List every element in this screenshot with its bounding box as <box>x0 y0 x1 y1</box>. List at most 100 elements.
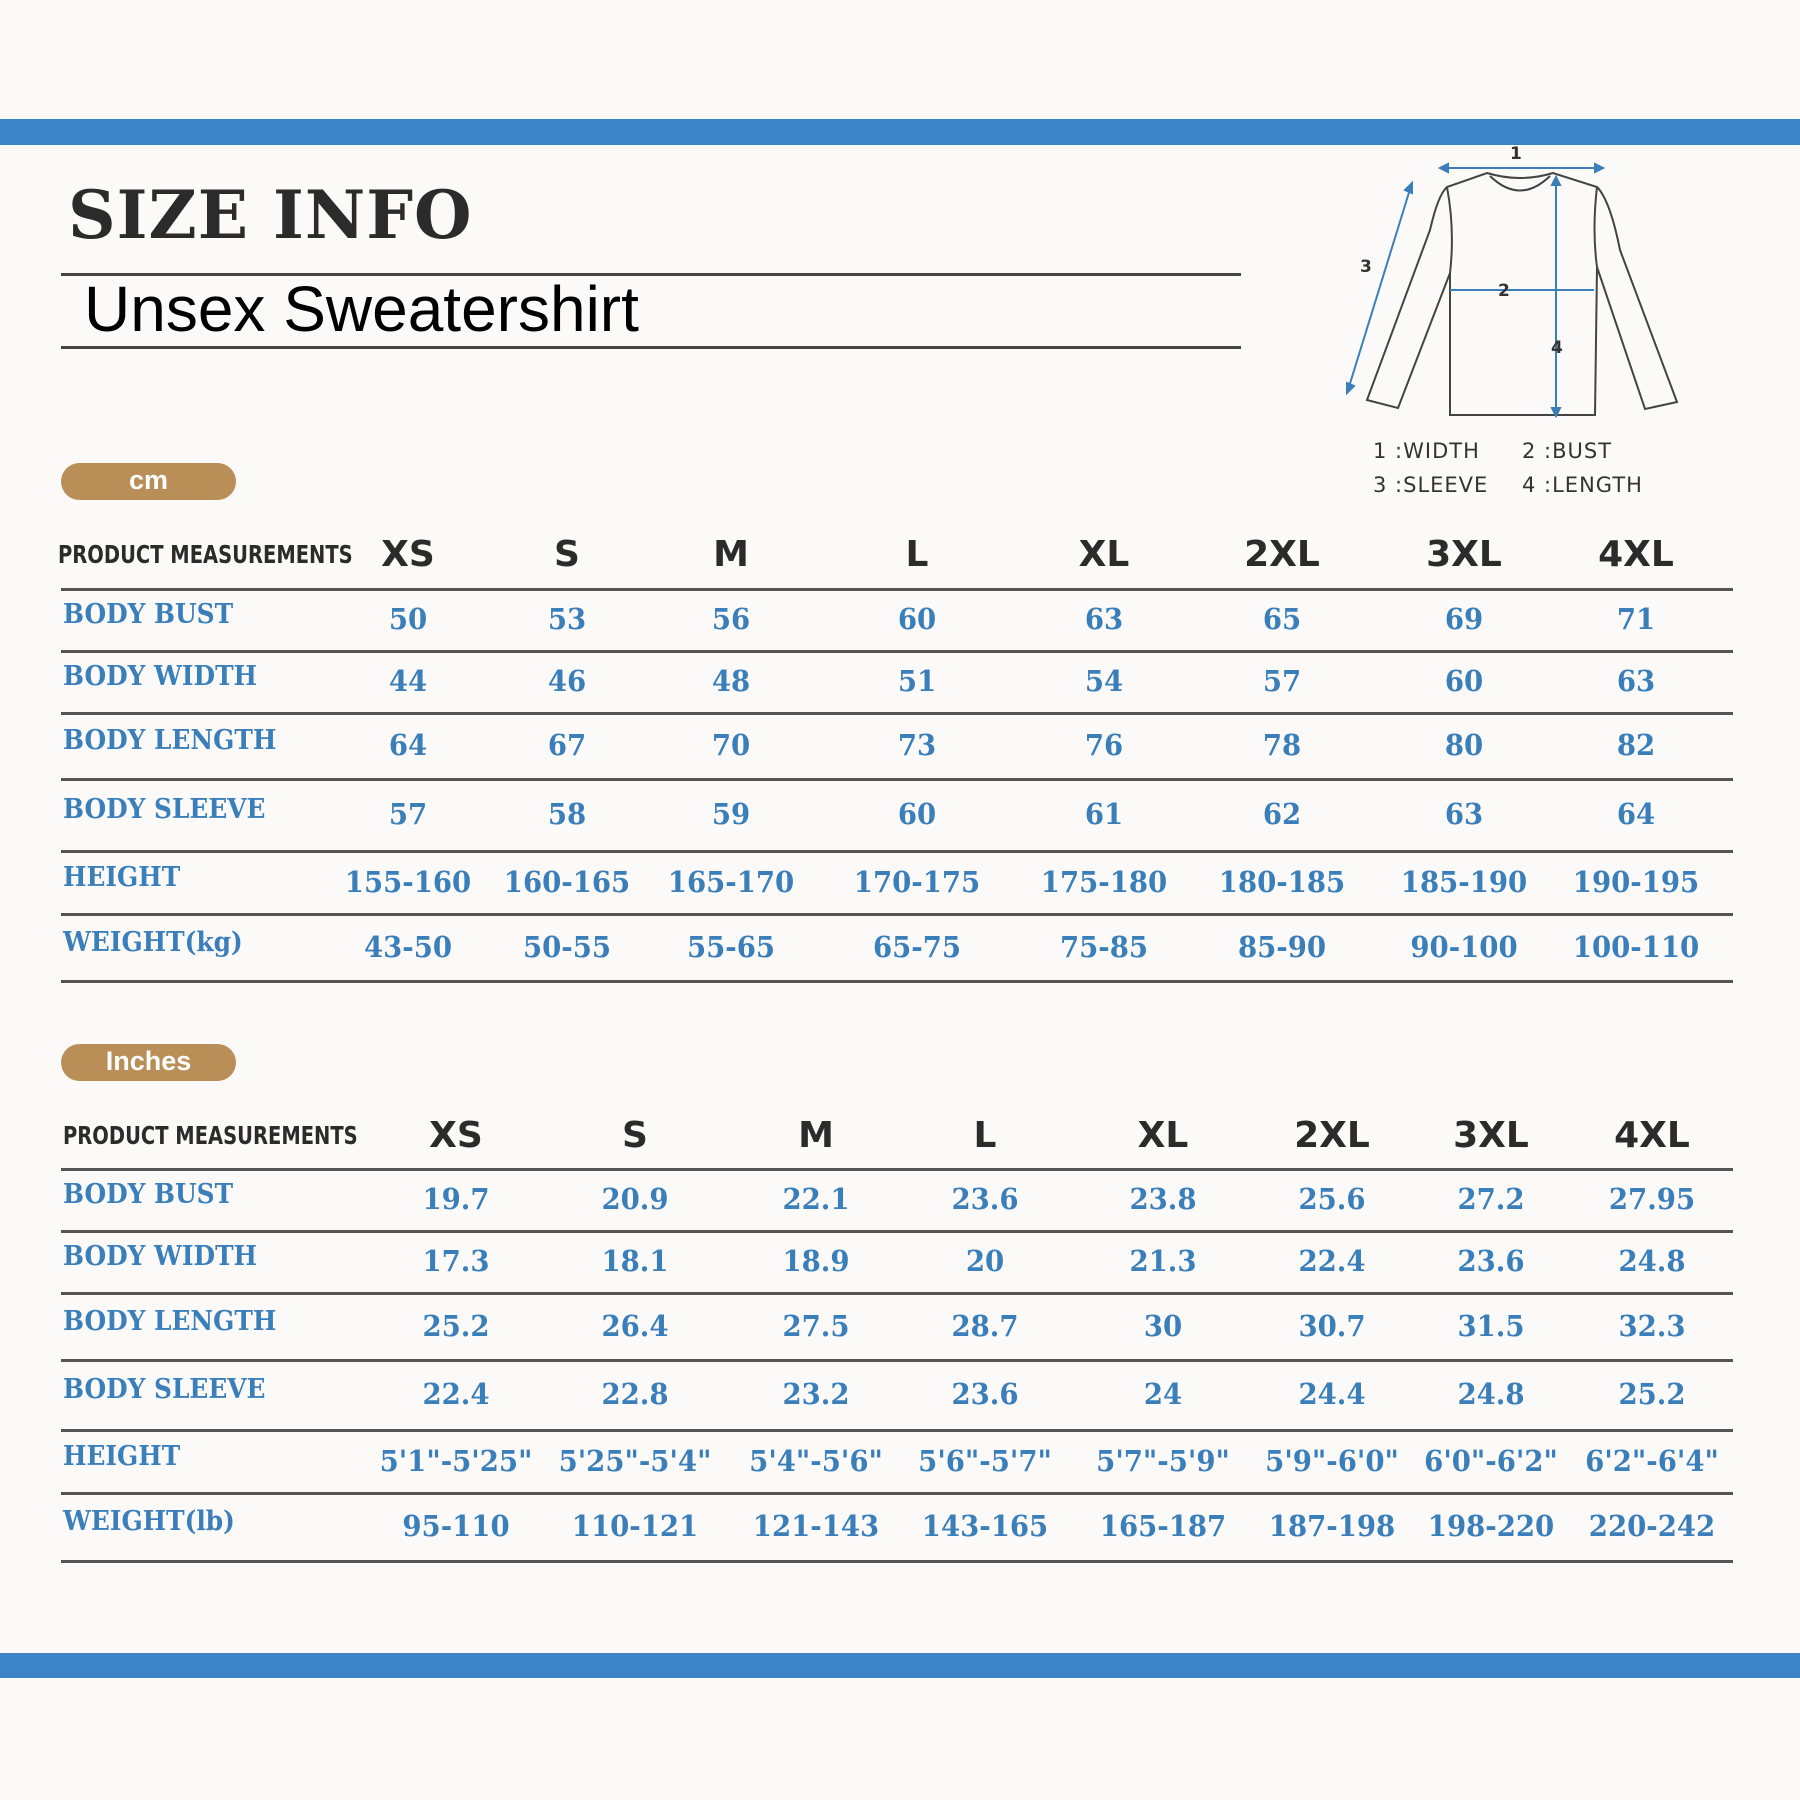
table-cell: 48 <box>711 664 751 698</box>
measurements-header-label: PRODUCT MEASUREMENTS <box>63 1121 358 1150</box>
table-cell: 32.3 <box>1618 1308 1686 1343</box>
table-cell: 60 <box>897 797 937 831</box>
table-cell: 5'1"-5'25" <box>379 1443 533 1478</box>
row-label: BODY LENGTH <box>63 1305 277 1337</box>
sweatshirt-outline <box>1365 171 1679 416</box>
divider <box>61 346 1241 349</box>
table-cell: 175-180 <box>1040 864 1168 899</box>
table-cell: 22.4 <box>422 1377 490 1411</box>
diagram-label-1: 1 <box>1510 144 1522 164</box>
sweatshirt-diagram: 1 2 3 4 1 :WIDTH 2 :BUST 3 :SLEEVE 4 :LE… <box>1346 144 1679 497</box>
table-cell: 57 <box>1262 664 1302 698</box>
table-cell: 78 <box>1262 728 1302 762</box>
table-cell: 82 <box>1616 728 1656 762</box>
table-cell: 24.4 <box>1298 1377 1366 1411</box>
table-cell: 5'6"-5'7" <box>918 1443 1052 1478</box>
table-divider <box>61 1168 1733 1171</box>
table-cell: 165-170 <box>667 864 795 899</box>
table-cell: 21.3 <box>1129 1244 1197 1278</box>
table-cell: 95-110 <box>402 1509 510 1543</box>
table-cell: 28.7 <box>951 1308 1019 1343</box>
table-cell: 170-175 <box>853 864 981 899</box>
table-cell: 60 <box>897 602 937 636</box>
table-cell: 25.6 <box>1298 1182 1366 1216</box>
diagram-label-2: 2 <box>1498 281 1510 301</box>
top-accent-band <box>0 119 1800 145</box>
table-cell: 46 <box>547 664 587 698</box>
table-cell: 18.9 <box>782 1244 850 1278</box>
row-label: HEIGHT <box>63 1440 181 1472</box>
table-cell: 69 <box>1444 602 1484 636</box>
table-divider <box>61 588 1733 591</box>
table-cell: 18.1 <box>601 1244 669 1278</box>
table-cell: 75-85 <box>1059 929 1149 964</box>
table-cell: 56 <box>711 602 751 636</box>
legend-sleeve: 3 :SLEEVE <box>1373 473 1488 497</box>
diagram-label-3: 3 <box>1360 257 1372 277</box>
table-cell: 25.2 <box>422 1308 490 1343</box>
table-cell: 24 <box>1143 1377 1183 1411</box>
size-column-header: 3XL <box>1453 1115 1529 1156</box>
table-divider <box>61 1359 1733 1362</box>
table-cell: 27.2 <box>1457 1182 1525 1216</box>
table-cell: 43-50 <box>363 929 453 964</box>
size-column-header: XS <box>381 534 435 575</box>
table-cell: 59 <box>711 797 751 831</box>
table-cell: 5'4"-5'6" <box>749 1443 883 1478</box>
table-cell: 5'25"-5'4" <box>558 1443 712 1478</box>
legend-width: 1 :WIDTH <box>1373 439 1480 463</box>
table-divider <box>61 1560 1733 1563</box>
size-column-header: 3XL <box>1426 534 1502 575</box>
table-divider <box>61 913 1733 916</box>
table-cell: 54 <box>1084 664 1124 698</box>
size-column-header: M <box>713 534 749 575</box>
table-cell: 25.2 <box>1618 1377 1686 1411</box>
table-cell: 110-121 <box>571 1509 699 1543</box>
row-label: BODY BUST <box>63 1179 234 1210</box>
row-label: BODY SLEEVE <box>63 1374 266 1405</box>
table-cell: 180-185 <box>1218 864 1346 899</box>
table-cell: 220-242 <box>1588 1509 1716 1543</box>
table-cell: 51 <box>897 664 937 698</box>
table-cell: 55-65 <box>686 929 776 964</box>
size-column-header: L <box>905 534 929 575</box>
table-cell: 100-110 <box>1572 929 1700 964</box>
size-column-header: XL <box>1137 1115 1189 1156</box>
table-cell: 90-100 <box>1410 929 1518 964</box>
table-cell: 85-90 <box>1237 929 1327 964</box>
table-cell: 27.5 <box>782 1308 850 1343</box>
table-divider <box>61 1292 1733 1295</box>
table-cell: 53 <box>547 602 587 636</box>
table-cell: 60 <box>1444 664 1484 698</box>
table-cell: 23.6 <box>951 1377 1019 1411</box>
table-cell: 143-165 <box>921 1509 1049 1543</box>
bottom-accent-band <box>0 1653 1800 1678</box>
table-cell: 61 <box>1084 797 1124 831</box>
table-cell: 71 <box>1616 602 1656 636</box>
table-cell: 23.6 <box>951 1182 1019 1216</box>
table-cell: 23.6 <box>1457 1244 1525 1278</box>
table-cell: 70 <box>711 728 751 762</box>
table-cell: 76 <box>1084 728 1124 762</box>
diagram-label-4: 4 <box>1551 338 1563 358</box>
size-column-header: 4XL <box>1614 1115 1690 1156</box>
table-cell: 27.95 <box>1608 1182 1696 1216</box>
table-cell: 63 <box>1616 664 1656 698</box>
table-cell: 31.5 <box>1457 1308 1525 1343</box>
size-column-header: S <box>554 534 580 575</box>
table-cell: 26.4 <box>601 1308 669 1343</box>
row-label: WEIGHT(lb) <box>63 1506 235 1537</box>
table-cell: 30.7 <box>1298 1308 1366 1343</box>
table-cell: 160-165 <box>503 864 631 899</box>
table-cell: 62 <box>1262 797 1302 831</box>
measurement-arrows <box>1346 162 1606 419</box>
table-divider <box>61 778 1733 781</box>
table-cell: 121-143 <box>752 1509 880 1543</box>
table-cell: 6'2"-6'4" <box>1585 1443 1719 1478</box>
table-cell: 185-190 <box>1400 864 1528 899</box>
unit-badge-cm: cm <box>61 463 236 500</box>
unit-badge-inches: Inches <box>61 1044 236 1081</box>
size-column-header: S <box>622 1115 648 1156</box>
table-cell: 73 <box>897 728 937 762</box>
divider <box>61 273 1241 276</box>
